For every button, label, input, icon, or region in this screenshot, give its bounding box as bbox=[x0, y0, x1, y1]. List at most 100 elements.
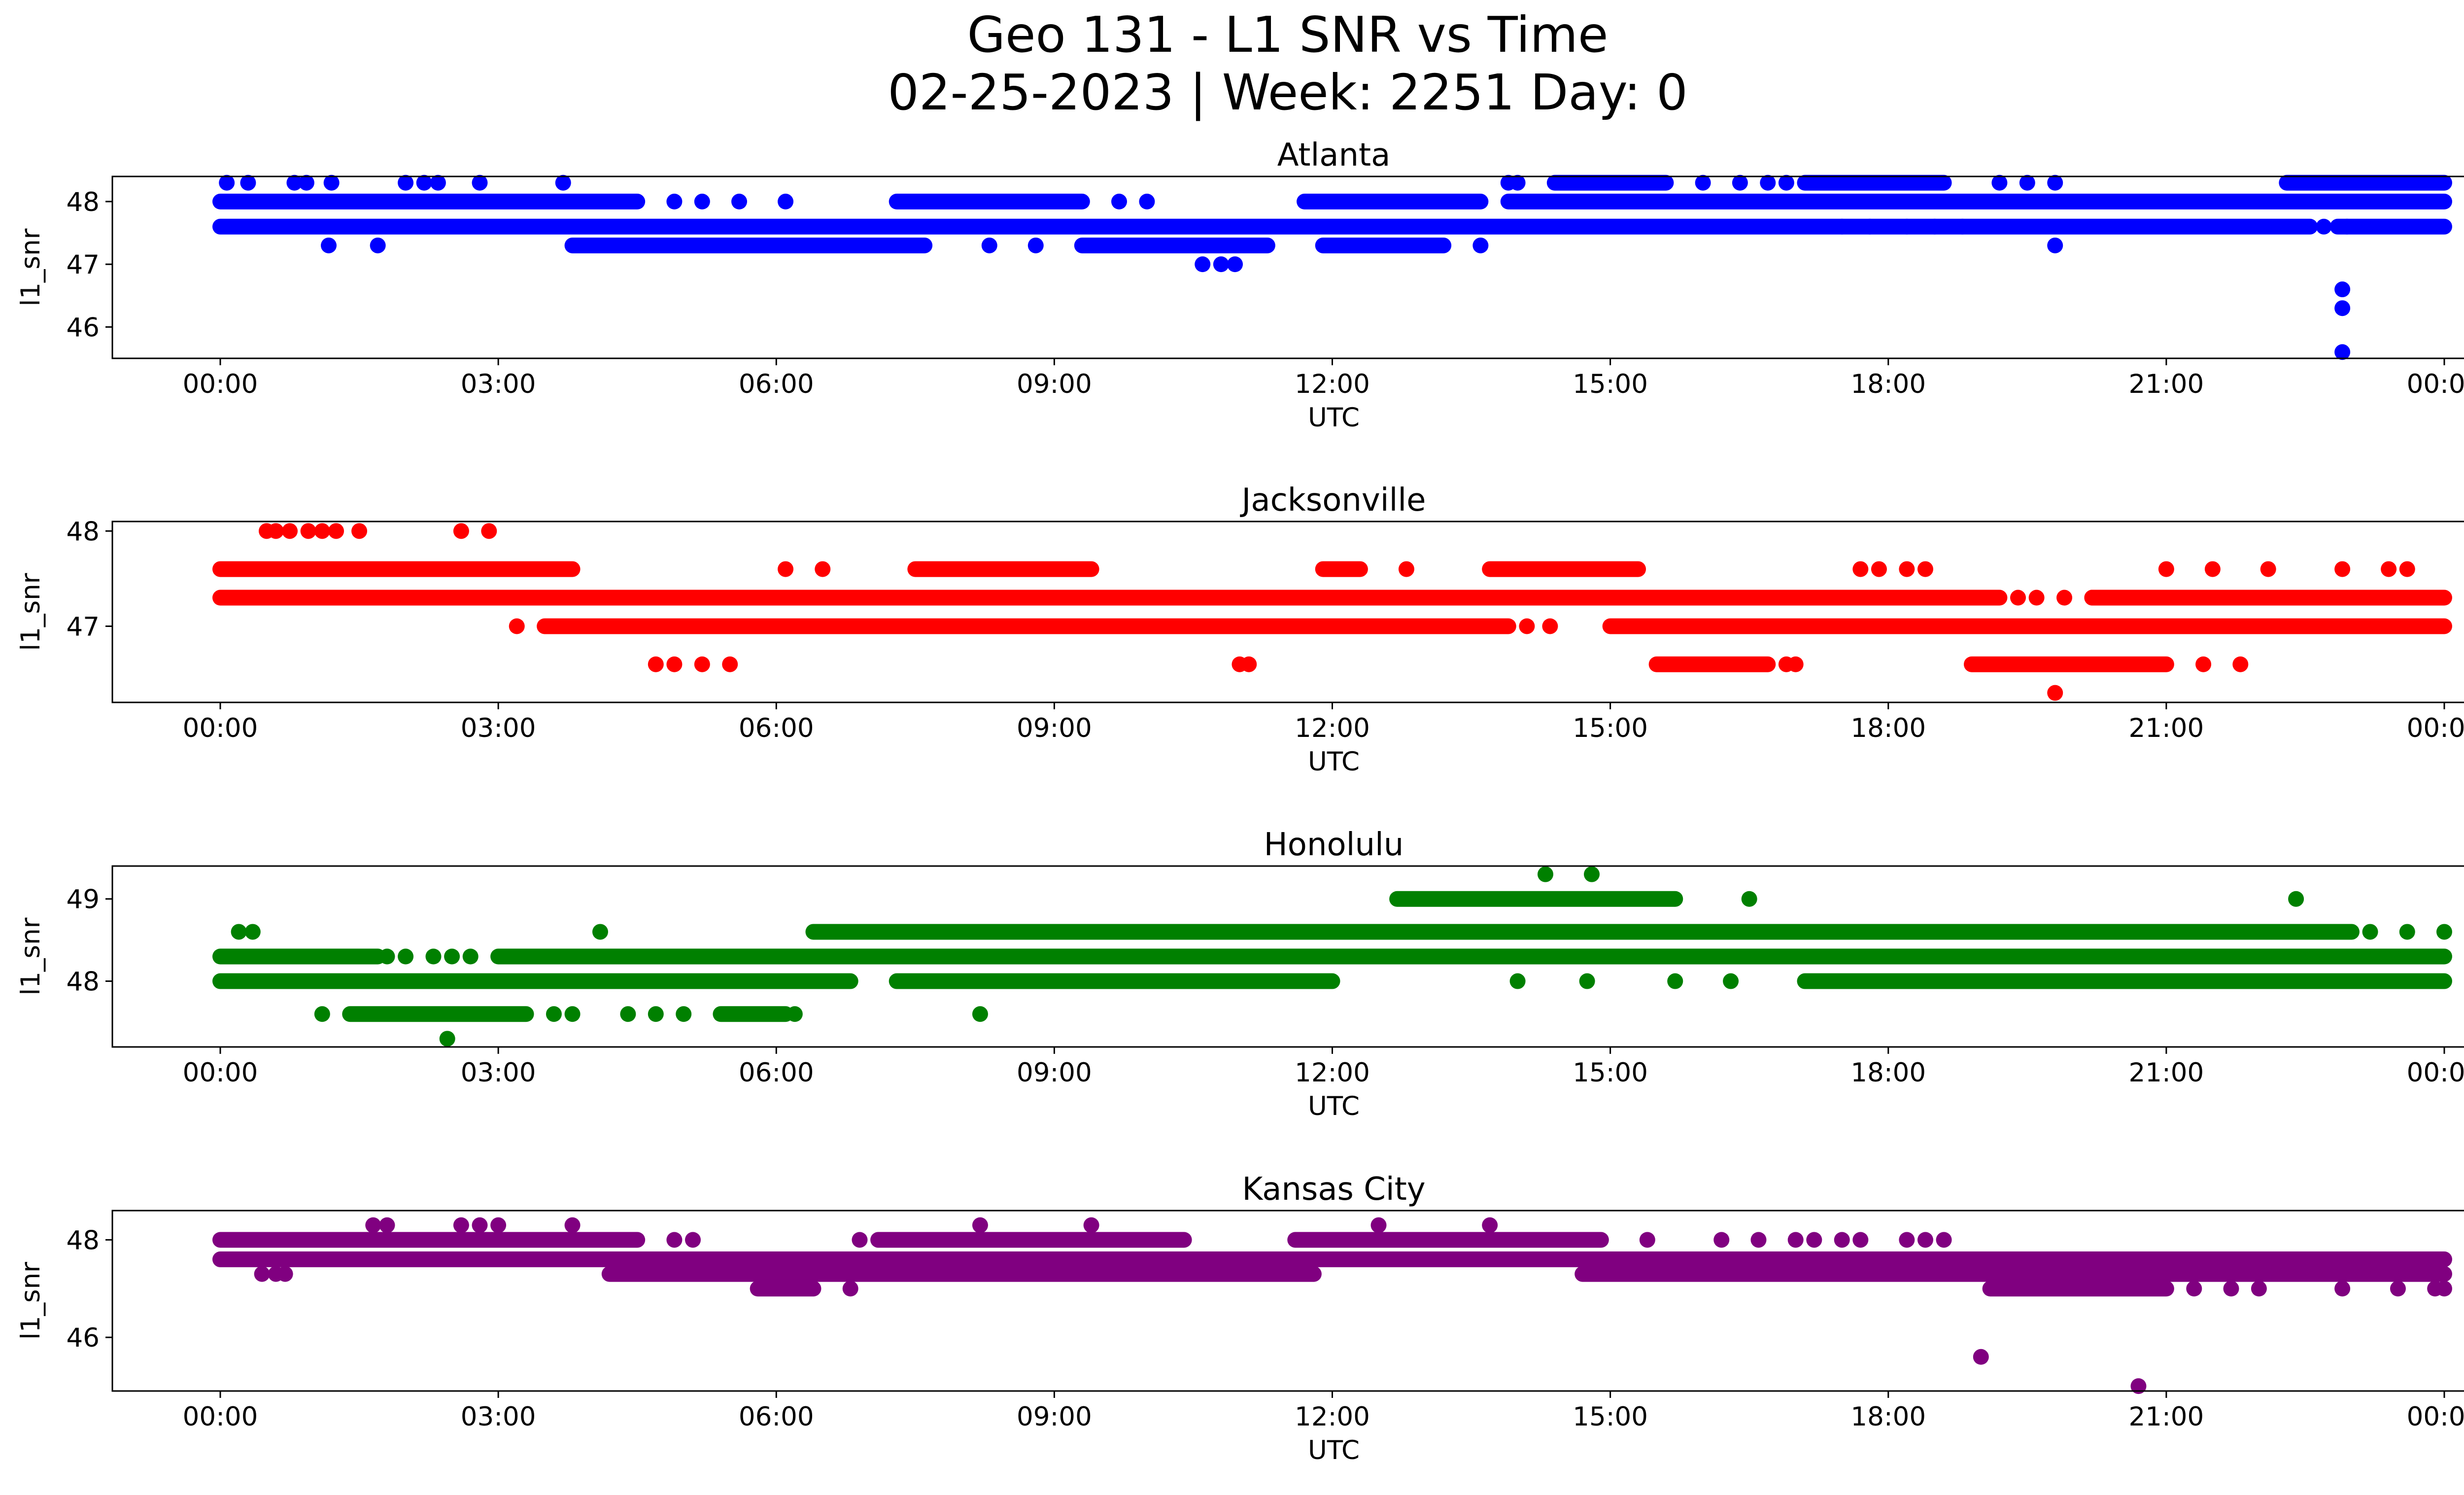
data-point bbox=[1542, 618, 1558, 634]
x-axis: 00:00 03:00 06:00 09:00 12:00 15:00 18:00 21:00… bbox=[183, 1047, 2464, 1121]
data-point bbox=[2232, 656, 2249, 672]
x-tick-label: 00:00 bbox=[183, 713, 258, 743]
data-point bbox=[2223, 1281, 2239, 1297]
plot-area-frame bbox=[111, 521, 2464, 703]
subplot-title: Honolulu bbox=[1264, 827, 1404, 863]
data-point bbox=[1472, 237, 1489, 253]
y-axis-label: l1_snr bbox=[16, 573, 46, 651]
data-point bbox=[1917, 561, 1933, 577]
x-tick-label: 09:00 bbox=[1017, 1402, 1092, 1432]
data-point bbox=[398, 948, 414, 965]
data-point bbox=[1398, 561, 1414, 577]
data-point bbox=[1917, 1232, 1933, 1248]
data-point bbox=[1713, 1232, 1730, 1248]
subplot-title: Atlanta bbox=[1277, 137, 1391, 174]
data-point bbox=[1584, 866, 1600, 882]
data-point bbox=[365, 1217, 381, 1233]
subplot-title: Jacksonville bbox=[1240, 482, 1426, 519]
data-point bbox=[370, 237, 386, 253]
subplots: Atlanta 00:00 03:00 06:00 09:00 12:00 15:00 18:… bbox=[16, 137, 2464, 1465]
data-point bbox=[1509, 174, 1526, 191]
data-point bbox=[439, 1031, 455, 1047]
data-point bbox=[1778, 174, 1794, 191]
data-point bbox=[286, 174, 303, 191]
data-point bbox=[1519, 618, 1535, 634]
data-point bbox=[509, 618, 525, 634]
y-tick-label: 48 bbox=[67, 517, 100, 547]
y-axis-label: l1_snr bbox=[16, 228, 46, 306]
x-tick-label: 00:00 bbox=[183, 1058, 258, 1088]
plot-area-frame bbox=[111, 1210, 2464, 1392]
data-point bbox=[379, 948, 395, 965]
data-point bbox=[1926, 218, 1943, 235]
data-point bbox=[815, 561, 831, 577]
data-point bbox=[1862, 218, 1878, 235]
data-point bbox=[1834, 218, 1850, 235]
data-point bbox=[453, 1217, 469, 1233]
data-point bbox=[462, 948, 479, 965]
data-point bbox=[2334, 1281, 2351, 1297]
x-tick-label: 03:00 bbox=[461, 713, 536, 743]
data-point bbox=[852, 1232, 868, 1248]
data-point bbox=[620, 1006, 636, 1022]
data-point bbox=[2316, 218, 2332, 235]
data-point bbox=[564, 1006, 581, 1022]
scatter-series bbox=[212, 1217, 2452, 1394]
data-point bbox=[592, 924, 608, 940]
data-point bbox=[555, 174, 571, 191]
data-point bbox=[1899, 1232, 1915, 1248]
data-point bbox=[2339, 218, 2355, 235]
data-point bbox=[2158, 561, 2174, 577]
data-point bbox=[2047, 237, 2063, 253]
data-point bbox=[416, 174, 432, 191]
y-axis: 47 48 l1_snr bbox=[16, 517, 112, 651]
x-tick-label: 00:00 bbox=[183, 1402, 258, 1432]
data-point bbox=[2019, 174, 2035, 191]
y-axis: 46 48 l1_snr bbox=[16, 1225, 112, 1353]
x-tick-label: 12:00 bbox=[1295, 1402, 1370, 1432]
data-point bbox=[1760, 174, 1776, 191]
y-tick-label: 46 bbox=[67, 313, 100, 343]
data-point bbox=[2047, 174, 2063, 191]
data-point bbox=[787, 1006, 803, 1022]
data-point bbox=[1973, 1349, 1989, 1365]
x-tick-label: 18:00 bbox=[1850, 369, 1926, 399]
subplot-jacksonville: Jacksonville 00:00 03:00 06:00 09:00 12:00 15:… bbox=[16, 482, 2464, 777]
data-point bbox=[2399, 561, 2415, 577]
data-point bbox=[546, 1006, 562, 1022]
x-tick-label: 03:00 bbox=[461, 1058, 536, 1088]
data-point bbox=[328, 523, 344, 539]
data-point bbox=[1852, 1232, 1869, 1248]
y-tick-label: 46 bbox=[67, 1323, 100, 1353]
x-axis-label: UTC bbox=[1308, 1091, 1360, 1121]
data-point bbox=[300, 523, 316, 539]
x-tick-label: 12:00 bbox=[1295, 1058, 1370, 1088]
x-axis: 00:00 03:00 06:00 09:00 12:00 15:00 18:00 21:00… bbox=[183, 358, 2464, 433]
x-tick-label: 15:00 bbox=[1573, 369, 1648, 399]
y-tick-label: 48 bbox=[67, 1225, 100, 1255]
y-tick-label: 47 bbox=[67, 612, 100, 642]
data-point bbox=[842, 1281, 858, 1297]
data-point bbox=[2334, 281, 2351, 298]
data-point bbox=[1227, 256, 1243, 273]
x-tick-label: 15:00 bbox=[1573, 713, 1648, 743]
data-point bbox=[277, 1266, 293, 1282]
data-point bbox=[444, 948, 460, 965]
data-point bbox=[1806, 1232, 1822, 1248]
data-point bbox=[472, 174, 488, 191]
y-tick-label: 48 bbox=[67, 187, 100, 217]
scatter-series bbox=[212, 866, 2452, 1047]
data-point bbox=[244, 924, 261, 940]
data-point bbox=[1695, 174, 1711, 191]
data-point bbox=[254, 1266, 270, 1282]
data-point bbox=[972, 1217, 988, 1233]
data-point bbox=[1834, 1232, 1850, 1248]
x-axis-label: UTC bbox=[1308, 747, 1360, 777]
y-axis-label: l1_snr bbox=[16, 917, 46, 995]
scatter-series bbox=[212, 174, 2452, 360]
x-axis-label: UTC bbox=[1308, 1435, 1360, 1465]
x-tick-label: 00:00 bbox=[2407, 1058, 2464, 1088]
scatter-series bbox=[212, 523, 2452, 701]
x-tick-label: 00:00 bbox=[2407, 369, 2464, 399]
data-point bbox=[2260, 561, 2276, 577]
